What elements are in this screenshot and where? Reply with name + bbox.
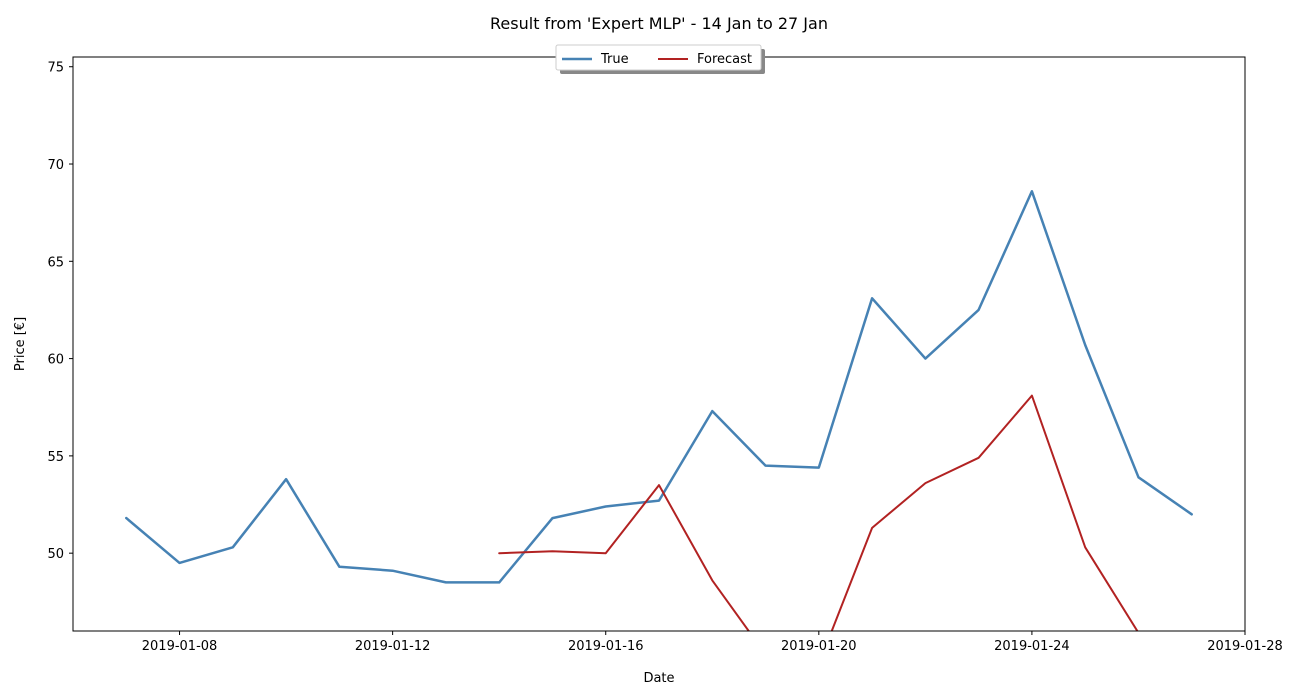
y-tick-label: 50 [47,547,64,562]
y-tick-label: 65 [47,255,64,270]
y-axis: 50 55 60 65 70 75 [47,61,73,562]
x-tick-label: 2019-01-24 [994,639,1070,654]
series-line-true [125,190,1193,584]
y-axis-label: Price [€] [13,317,28,371]
x-tick-label: 2019-01-28 [1207,639,1283,654]
x-axis: 2019-01-08 2019-01-12 2019-01-16 2019-01-20… [142,631,1283,654]
legend-label-forecast: Forecast [697,52,752,67]
x-tick-label: 2019-01-20 [781,639,857,654]
x-tick-label: 2019-01-16 [568,639,644,654]
series-layer [125,190,1193,631]
y-tick-label: 55 [47,450,64,465]
y-tick-label: 70 [47,158,64,173]
legend: True Forecast [555,44,765,74]
legend-box [555,44,762,71]
legend-label-true: True [600,52,629,67]
series-line-forecast [498,394,1139,631]
y-tick-label: 60 [47,353,64,368]
y-tick-label: 75 [47,61,64,76]
x-tick-label: 2019-01-08 [142,639,218,654]
x-axis-label: Date [643,671,674,686]
chart-title: Result from 'Expert MLP' - 14 Jan to 27 … [490,14,828,33]
x-tick-label: 2019-01-12 [355,639,431,654]
plot-frame [72,56,1246,632]
